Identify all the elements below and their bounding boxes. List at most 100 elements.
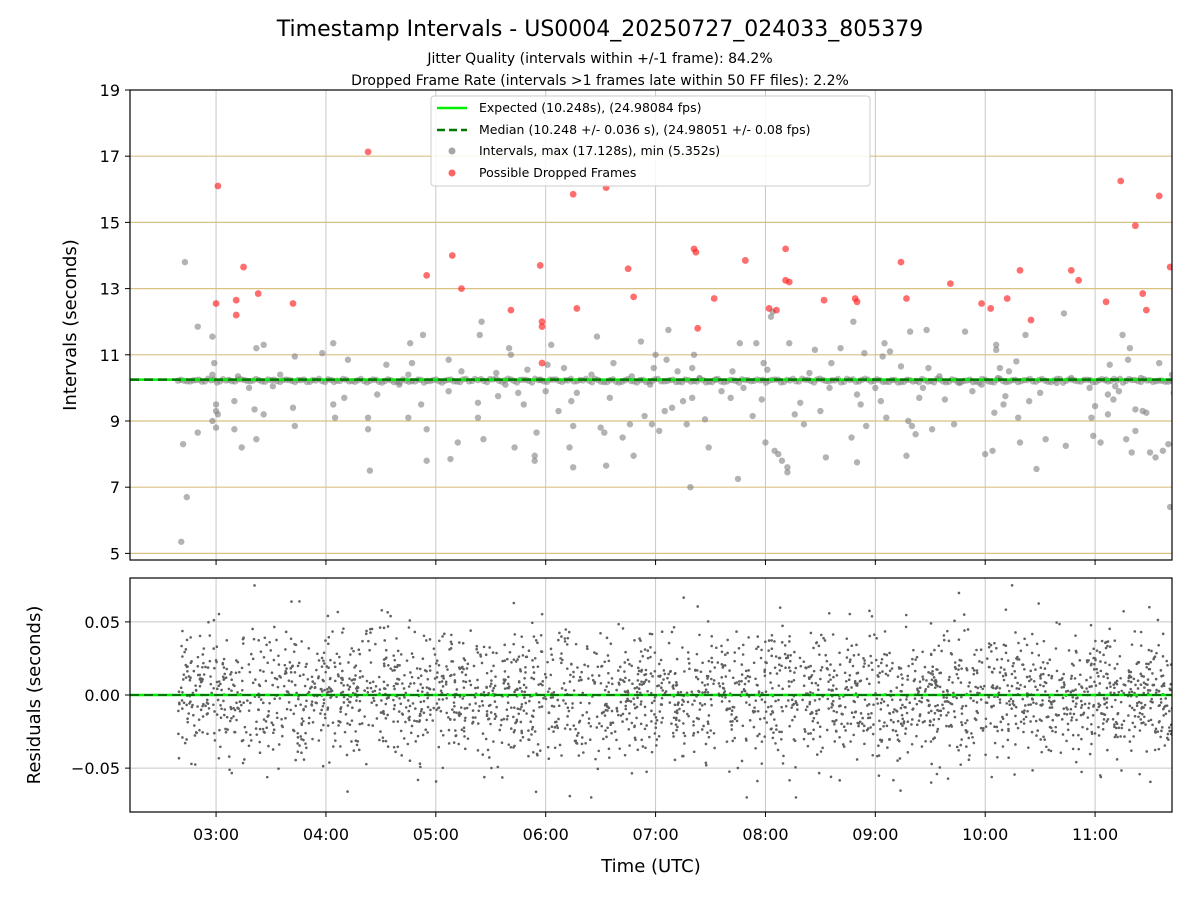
residual-point [789,653,792,657]
residual-point [972,669,976,672]
interval-point [573,389,581,397]
residual-point [183,650,186,654]
residual-point [446,668,449,671]
residual-point [819,677,822,681]
interval-point [1053,379,1060,387]
residual-point [1022,711,1026,715]
interval-point [978,381,985,388]
residual-point [512,746,515,749]
residual-point [215,713,219,716]
residual-point [331,721,335,724]
residual-point [920,700,923,704]
residual-point [938,685,942,689]
residual-point [771,736,775,740]
interval-point [405,371,412,378]
residual-point [368,627,372,631]
dropped-frame-point [538,318,546,326]
residual-point [844,729,847,732]
residual-point [1108,681,1112,685]
residual-point [366,690,370,694]
residual-point [984,701,988,704]
residual-point [686,700,690,704]
residual-point [381,736,385,739]
residual-point [520,729,523,733]
residual-point [763,670,766,674]
residual-point [220,688,223,692]
residual-point [1113,639,1117,642]
residual-point [249,739,253,742]
residual-point [210,691,213,695]
residual-point [1145,662,1148,666]
residual-point [553,746,557,750]
interval-point [791,411,798,418]
residual-point [706,690,710,694]
residual-point [516,658,519,661]
residual-point [621,720,624,723]
residual-point [927,671,930,674]
residual-point [333,679,337,683]
residual-point [879,707,883,711]
residual-point [1004,644,1008,647]
residual-point [1001,745,1005,748]
residual-point [712,682,715,686]
residual-point [915,655,919,659]
residual-point [1153,748,1157,752]
residual-point [650,750,654,754]
residual-point [1157,689,1161,693]
residual-point [422,711,426,715]
interval-point [630,452,637,459]
residual-point [987,645,991,649]
residual-point [520,702,524,706]
residual-point [868,634,872,638]
residual-point [1027,679,1031,683]
residual-point [1081,725,1084,729]
residual-point [931,723,935,727]
residual-point [574,739,578,743]
interval-point [253,435,260,443]
dropped-frame-point [232,296,240,304]
residual-point [557,717,560,721]
residual-point [710,634,714,638]
interval-point [689,394,696,402]
residual-point [407,685,411,688]
interval-point [238,444,245,451]
residual-point [1007,699,1011,703]
interval-point [544,361,551,368]
residual-point [741,643,745,647]
residual-point [818,653,821,656]
interval-point [291,353,299,360]
residual-point [752,725,756,729]
residual-point [635,716,638,720]
residual-point [704,688,708,692]
residual-point [915,702,919,706]
residual-point [1103,641,1107,645]
residual-point [488,756,491,759]
residual-point [1129,687,1133,691]
residual-point [731,739,735,743]
residual-point [794,700,798,703]
dropped-frame-point [458,285,465,292]
residual-point [320,656,324,660]
residual-point [597,749,601,753]
residual-point [596,767,600,771]
residual-point [329,690,333,693]
residual-point [572,689,576,692]
residual-point [868,609,871,613]
residual-point [1143,686,1146,689]
residual-point [404,691,408,695]
residual-point [926,685,930,688]
residual-point [500,718,503,722]
residual-point [1149,780,1152,784]
residual-point [289,671,293,674]
residual-point [393,665,397,669]
residual-point [355,689,359,693]
residual-point [304,731,307,735]
residual-point [484,653,488,657]
residual-point [344,713,348,716]
residual-point [521,735,525,739]
interval-point [881,340,888,347]
residual-point [710,677,713,681]
residual-point [536,743,540,746]
residual-point [728,770,731,773]
residual-point [453,679,457,682]
